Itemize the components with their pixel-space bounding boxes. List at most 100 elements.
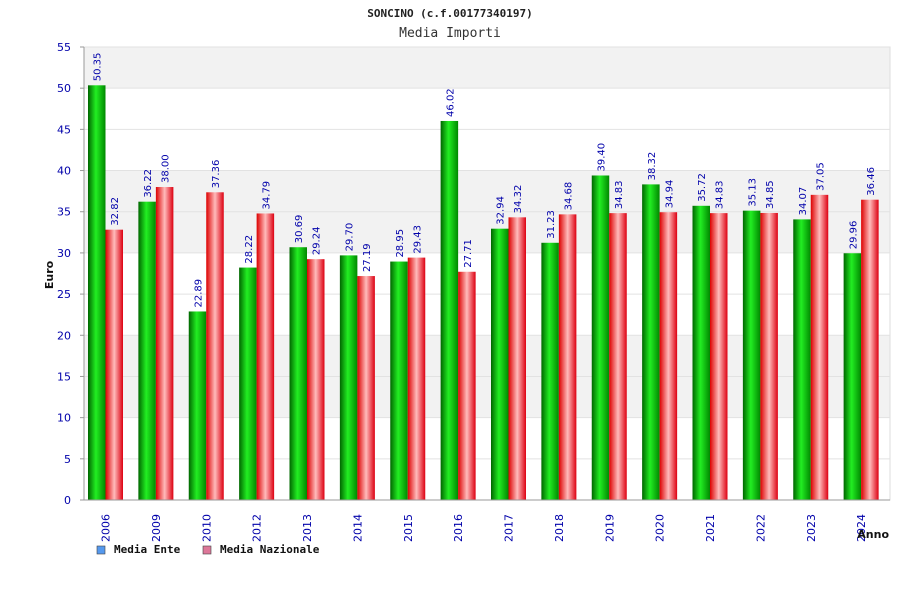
y-tick-label: 30 [57,247,71,260]
bar-media-nazionale-2015 [407,257,426,500]
legend-label-media-ente: Media Ente [114,543,181,556]
x-axis-label: Anno [857,528,889,541]
bar-media-ente-2020 [642,184,660,500]
bar-media-ente-2022 [742,210,761,500]
data-label: 30.69 [294,215,305,244]
bar-media-ente-2010 [188,311,207,500]
bar-media-nazionale-2018 [558,214,577,500]
x-tick-label: 2012 [251,514,264,542]
y-tick-label: 55 [57,41,71,54]
data-label: 46.02 [445,88,456,117]
y-tick-label: 50 [57,82,71,95]
x-tick-label: 2022 [754,514,767,542]
x-tick-label: 2010 [200,514,213,542]
bar-media-ente-2016 [440,120,459,500]
y-tick-label: 15 [57,370,71,383]
data-label: 38.00 [161,154,172,183]
bar-media-nazionale-2020 [659,212,678,501]
data-label: 32.94 [496,196,507,225]
bar-media-ente-2009 [138,201,156,501]
data-label: 34.79 [261,181,272,210]
x-tick-label: 2016 [452,514,465,542]
y-tick-label: 35 [57,206,71,219]
x-tick-label: 2015 [402,514,415,542]
data-label: 31.23 [546,210,557,239]
bar-media-ente-2018 [541,242,559,500]
y-tick-label: 40 [57,165,71,178]
chart-title: SONCINO (c.f.00177340197) [367,7,533,20]
data-label: 34.07 [798,187,809,216]
data-label: 34.68 [564,182,575,211]
bar-media-nazionale-2024 [861,199,879,500]
bar-media-ente-2019 [591,175,610,500]
y-tick-label: 10 [57,412,71,425]
bar-media-ente-2024 [843,253,862,500]
x-tick-label: 2023 [805,514,818,542]
bar-media-nazionale-2009 [155,187,174,500]
data-label: 38.32 [647,152,658,181]
bar-media-ente-2013 [289,247,307,500]
bar-media-ente-2006 [88,85,106,501]
bar-media-nazionale-2021 [710,213,728,501]
data-label: 34.94 [664,180,675,209]
plot-band [84,47,890,89]
x-tick-label: 2019 [603,514,616,542]
y-tick-label: 5 [64,453,71,466]
legend-label-media-nazionale: Media Nazionale [220,543,320,556]
bars: 50.35 32.82 36.22 38.00 22.89 37.36 28.22 34.79… [88,53,879,501]
data-label: 35.72 [697,173,708,202]
plot-band [84,88,890,130]
bar-media-ente-2021 [692,205,710,500]
x-tick-label: 2006 [100,514,113,542]
x-tick-label: 2014 [351,514,364,542]
axis-ticks: 0 5 10 15 20 25 30 35 40 45 50 55 2006 2009 2010 2012 20… [57,41,868,542]
data-label: 34.83 [715,180,726,209]
bar-media-ente-2015 [390,261,408,500]
data-label: 27.71 [463,239,474,268]
plot-band [84,129,890,171]
y-axis-label: Euro [43,260,56,289]
y-tick-label: 45 [57,123,71,136]
data-label: 28.22 [244,235,255,264]
y-tick-label: 0 [64,494,71,507]
x-tick-label: 2013 [301,514,314,542]
bar-media-ente-2017 [491,228,509,500]
bar-media-nazionale-2017 [508,217,526,500]
legend-swatch-media-nazionale [202,545,212,555]
data-label: 39.40 [597,143,608,172]
bar-media-nazionale-2013 [307,259,325,500]
data-label: 29.70 [345,223,356,252]
data-label: 29.24 [312,227,323,256]
data-label: 22.89 [194,279,205,308]
bar-media-nazionale-2023 [810,194,829,501]
x-tick-label: 2017 [503,514,516,542]
data-label: 34.83 [614,180,625,209]
data-label: 29.96 [848,221,859,250]
bar-media-nazionale-2012 [256,213,275,500]
legend-swatch-media-ente [96,545,106,555]
x-tick-label: 2024 [855,514,868,542]
data-label: 27.19 [362,243,373,272]
y-tick-label: 20 [57,329,71,342]
bar-media-nazionale-2010 [206,192,224,500]
bar-media-nazionale-2022 [760,212,778,501]
data-label: 29.43 [413,225,424,254]
data-label: 32.82 [110,197,121,226]
bar-media-ente-2014 [339,255,358,500]
x-tick-label: 2018 [553,514,566,542]
bar-media-ente-2012 [239,267,257,500]
chart-subtitle: Media Importi [399,26,501,41]
legend: Media Ente Media Nazionale [96,543,320,556]
data-label: 34.32 [513,185,524,214]
x-tick-label: 2021 [704,514,717,542]
bar-media-ente-2023 [793,219,811,500]
bar-media-nazionale-2006 [105,229,123,500]
data-label: 28.95 [395,229,406,258]
bar-media-nazionale-2016 [458,271,476,500]
data-label: 36.46 [866,167,877,196]
data-label: 37.05 [816,162,827,191]
bar-media-nazionale-2019 [609,213,627,501]
x-tick-label: 2009 [150,514,163,542]
data-label: 35.13 [748,178,759,207]
